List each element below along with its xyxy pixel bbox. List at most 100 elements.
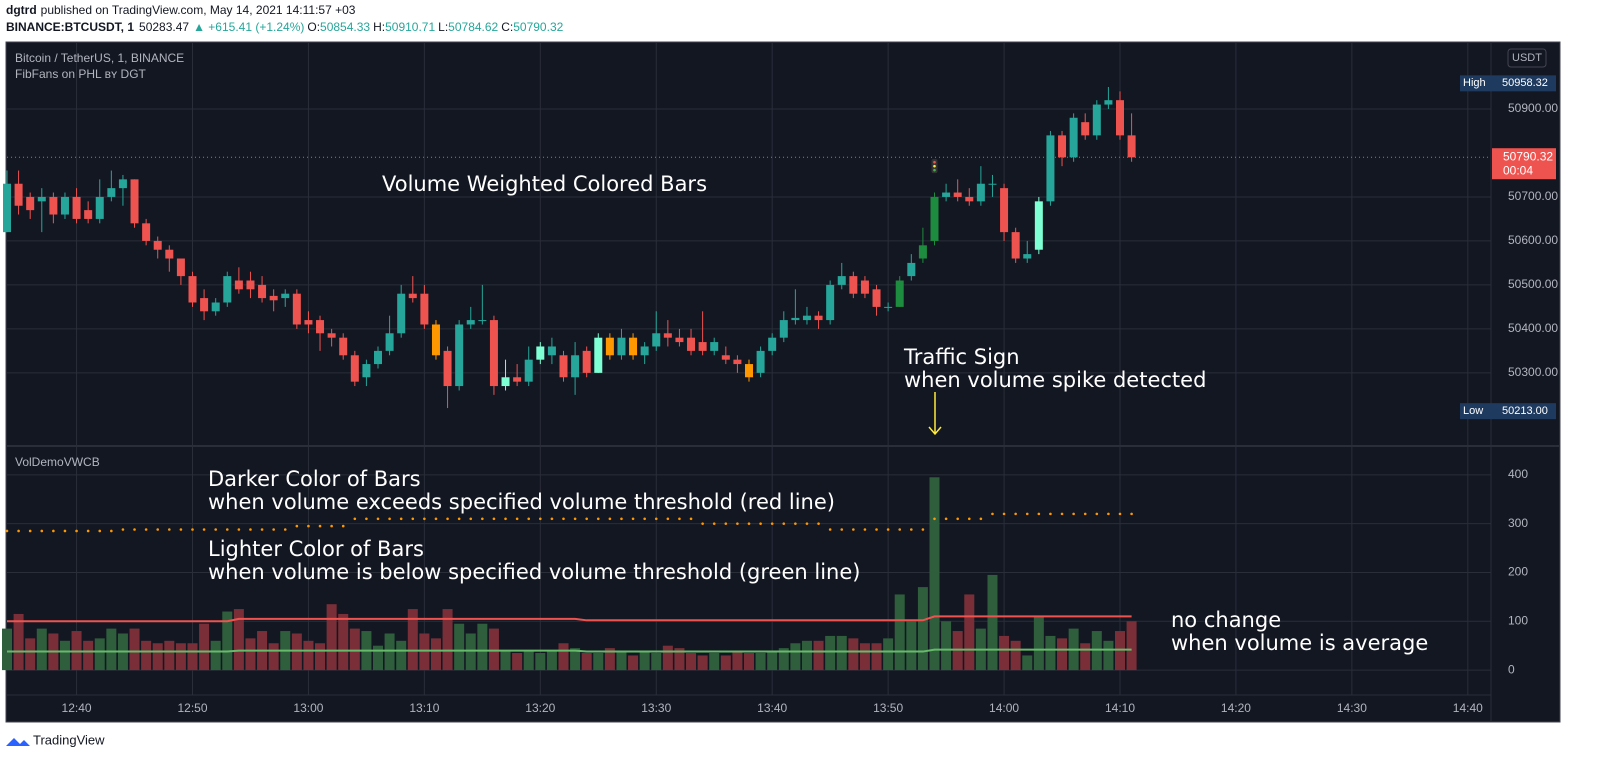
average-dot	[260, 528, 264, 531]
average-dot	[411, 517, 415, 521]
average-dot	[620, 517, 623, 521]
ohlc-value: 50854.33	[320, 20, 370, 34]
candle-body	[501, 377, 510, 387]
price: 50283.47	[139, 20, 189, 34]
average-dot	[956, 517, 959, 521]
y-tick-label: 50400.00	[1508, 321, 1558, 335]
average-dot	[736, 522, 739, 525]
y-tick-label: 50600.00	[1508, 233, 1558, 247]
candle-body	[594, 337, 603, 373]
last-price-badge	[1492, 148, 1556, 180]
average-dot	[295, 524, 299, 528]
volume-bar	[883, 638, 894, 671]
volume-bar	[848, 638, 859, 671]
candle-body	[385, 333, 394, 351]
volume-bar	[384, 633, 395, 671]
volume-bar	[906, 621, 917, 671]
volume-bar	[546, 650, 557, 671]
average-dot	[886, 528, 890, 531]
x-tick-label: 13:00	[293, 701, 323, 715]
volume-bar	[141, 640, 152, 671]
volume-bar	[338, 613, 349, 671]
ohlc-value: 50790.32	[513, 20, 563, 34]
volume-bar	[349, 628, 360, 671]
candle-body	[37, 196, 46, 202]
x-tick-label: 13:30	[641, 701, 671, 715]
candle-body	[188, 276, 197, 303]
candle-body	[953, 192, 962, 197]
annotation: Traffic Sign	[903, 345, 1020, 369]
candle-body	[918, 245, 927, 259]
annotation: when volume exceeds specified volume thr…	[208, 490, 835, 514]
average-dot	[539, 517, 542, 521]
x-tick-label: 14:20	[1221, 701, 1251, 715]
candle-body	[374, 350, 382, 365]
volume-bar	[2, 628, 12, 671]
candle-body	[559, 355, 568, 378]
volume-bar	[732, 650, 743, 671]
candle-body	[1011, 232, 1020, 259]
volume-bar	[59, 640, 70, 671]
candle-body	[814, 315, 823, 321]
y-tick-label: 50900.00	[1508, 101, 1558, 115]
candle-body	[1069, 117, 1078, 158]
ohlc-label: H:	[373, 20, 385, 34]
candle-body	[640, 346, 649, 356]
currency-badge	[1507, 48, 1547, 68]
candle-body	[165, 249, 174, 259]
badge-tag	[1460, 403, 1556, 420]
average-dot	[341, 524, 345, 528]
volume-bar	[94, 638, 105, 671]
volume-bar	[13, 613, 24, 671]
average-dot	[179, 528, 183, 531]
volume-bar	[720, 655, 731, 671]
candle-body	[350, 355, 359, 382]
average-dot	[654, 517, 658, 521]
annotation: Darker Color of Bars	[208, 467, 421, 491]
volume-bar	[836, 635, 847, 671]
candle-body	[72, 196, 81, 219]
candle-body	[895, 280, 904, 307]
average-dot	[1130, 512, 1133, 516]
candle-body	[408, 293, 417, 299]
y-tick-label: 50300.00	[1508, 365, 1558, 379]
average-dot	[492, 517, 496, 521]
average-dot	[898, 528, 902, 531]
annotation: Volume Weighted Colored Bars	[382, 172, 707, 196]
candle-body	[443, 350, 452, 387]
published: published on TradingView.com, May 14, 20…	[41, 3, 356, 17]
average-dot	[794, 522, 797, 525]
volume-bar	[454, 623, 465, 671]
volume-bar	[164, 640, 175, 671]
candle-body	[791, 317, 800, 321]
badge-label: High	[1463, 77, 1486, 89]
average-dot	[272, 528, 275, 531]
candle-body	[1104, 100, 1113, 105]
candle-body	[756, 350, 765, 373]
volume-bar	[1022, 655, 1033, 671]
average-dot	[63, 529, 67, 533]
volume-bar	[407, 609, 418, 671]
candle-body	[571, 355, 580, 378]
volume-pane-title: VolDemoVWCB	[15, 455, 100, 469]
average-dot	[1095, 512, 1099, 516]
threshold-line	[7, 648, 1132, 653]
candle-body	[1046, 135, 1055, 202]
average-dot	[596, 517, 600, 521]
volume-bar	[744, 653, 754, 671]
volume-bar	[268, 643, 279, 671]
x-tick-label: 13:40	[757, 701, 787, 715]
candle-body	[930, 196, 939, 241]
candle-body	[316, 320, 325, 334]
candle-body	[907, 262, 916, 277]
x-tick-label: 12:50	[177, 701, 207, 715]
candle-body	[176, 258, 185, 277]
volume-bar	[767, 650, 778, 671]
volume-bar	[1033, 616, 1044, 671]
average-dot	[562, 517, 565, 521]
candle-body	[118, 179, 127, 189]
arrow	[928, 392, 942, 436]
volume-bar	[755, 653, 766, 671]
volume-bar	[778, 648, 789, 671]
chart-title: Bitcoin / TetherUS, 1, BINANCE	[15, 51, 184, 65]
